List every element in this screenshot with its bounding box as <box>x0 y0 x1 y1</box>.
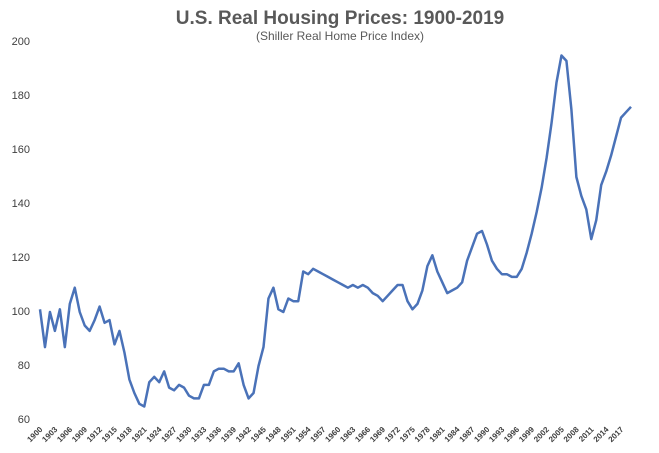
x-tick-label: 1972 <box>383 425 402 444</box>
x-tick-label: 1948 <box>264 425 283 444</box>
x-tick-label: 1915 <box>100 425 119 444</box>
x-tick-label: 1954 <box>294 425 313 444</box>
x-tick-label: 1984 <box>443 425 462 444</box>
x-tick-label: 1957 <box>309 425 328 444</box>
x-tick-label: 1930 <box>174 425 193 444</box>
x-tick-label: 1900 <box>25 425 44 444</box>
x-tick-label: 1999 <box>517 425 536 444</box>
x-tick-label: 1936 <box>204 425 223 444</box>
chart-title: U.S. Real Housing Prices: 1900-2019 <box>176 8 504 29</box>
x-tick-label: 1909 <box>70 425 89 444</box>
x-tick-label: 2002 <box>532 425 551 444</box>
y-tick-label: 180 <box>12 90 30 102</box>
x-tick-label: 1921 <box>130 425 149 444</box>
line-series <box>38 54 632 408</box>
x-tick-label: 2005 <box>547 425 566 444</box>
y-tick-label: 60 <box>18 414 30 426</box>
x-tick-label: 2008 <box>562 425 581 444</box>
x-tick-label: 2011 <box>577 425 596 444</box>
x-tick-label: 1987 <box>458 425 477 444</box>
x-tick-label: 1945 <box>249 425 268 444</box>
x-tick-label: 1924 <box>145 425 164 444</box>
x-tick-label: 1960 <box>323 425 342 444</box>
x-tick-label: 1966 <box>353 425 372 444</box>
x-tick-label: 2014 <box>592 425 611 444</box>
chart-subtitle: (Shiller Real Home Price Index) <box>256 29 424 43</box>
x-tick-label: 2017 <box>607 425 626 444</box>
y-tick-label: 140 <box>12 198 30 210</box>
x-tick-label: 1996 <box>502 425 521 444</box>
x-tick-label: 1912 <box>85 425 104 444</box>
x-tick-label: 1978 <box>413 425 432 444</box>
x-tick-label: 1963 <box>338 425 357 444</box>
x-tick-label: 1933 <box>189 425 208 444</box>
y-tick-label: 200 <box>12 36 30 48</box>
x-tick-label: 1939 <box>219 425 238 444</box>
y-tick-label: 80 <box>18 360 30 372</box>
y-tick-label: 120 <box>12 252 30 264</box>
x-tick-label: 1942 <box>234 425 253 444</box>
x-tick-label: 1993 <box>487 425 506 444</box>
x-tick-label: 1975 <box>398 425 417 444</box>
x-tick-label: 1927 <box>160 425 179 444</box>
x-tick-label: 1990 <box>472 425 491 444</box>
x-tick-label: 1981 <box>428 425 447 444</box>
y-tick-label: 160 <box>12 144 30 156</box>
x-tick-label: 1906 <box>55 425 74 444</box>
y-tick-label: 100 <box>12 306 30 318</box>
x-tick-label: 1918 <box>115 425 134 444</box>
x-tick-label: 1951 <box>279 425 298 444</box>
x-tick-label: 1903 <box>40 425 59 444</box>
x-tick-label: 1969 <box>368 425 387 444</box>
